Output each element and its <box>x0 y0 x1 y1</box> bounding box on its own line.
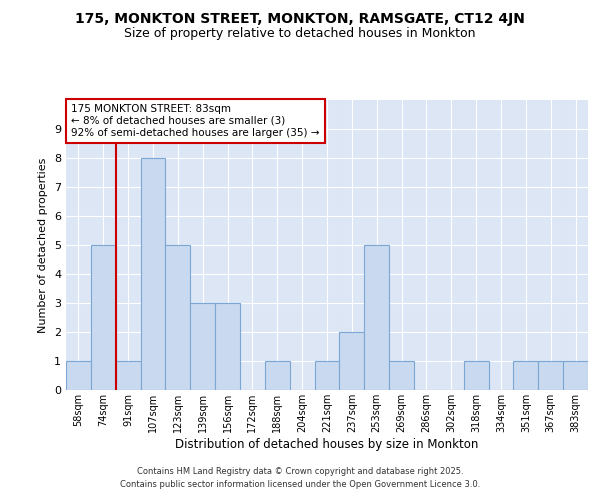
Text: Contains public sector information licensed under the Open Government Licence 3.: Contains public sector information licen… <box>120 480 480 489</box>
Bar <box>538 361 563 390</box>
Bar <box>166 245 190 390</box>
Bar <box>116 361 140 390</box>
Bar <box>364 245 389 390</box>
Bar <box>340 332 364 390</box>
Bar <box>314 361 340 390</box>
Bar <box>91 245 116 390</box>
Bar <box>140 158 166 390</box>
Text: 175, MONKTON STREET, MONKTON, RAMSGATE, CT12 4JN: 175, MONKTON STREET, MONKTON, RAMSGATE, … <box>75 12 525 26</box>
Text: Contains HM Land Registry data © Crown copyright and database right 2025.: Contains HM Land Registry data © Crown c… <box>137 467 463 476</box>
Bar <box>514 361 538 390</box>
X-axis label: Distribution of detached houses by size in Monkton: Distribution of detached houses by size … <box>175 438 479 450</box>
Text: Size of property relative to detached houses in Monkton: Size of property relative to detached ho… <box>124 28 476 40</box>
Bar <box>190 303 215 390</box>
Y-axis label: Number of detached properties: Number of detached properties <box>38 158 49 332</box>
Text: 175 MONKTON STREET: 83sqm
← 8% of detached houses are smaller (3)
92% of semi-de: 175 MONKTON STREET: 83sqm ← 8% of detach… <box>71 104 320 138</box>
Bar <box>563 361 588 390</box>
Bar <box>215 303 240 390</box>
Bar <box>265 361 290 390</box>
Bar <box>389 361 414 390</box>
Bar <box>66 361 91 390</box>
Bar <box>464 361 488 390</box>
